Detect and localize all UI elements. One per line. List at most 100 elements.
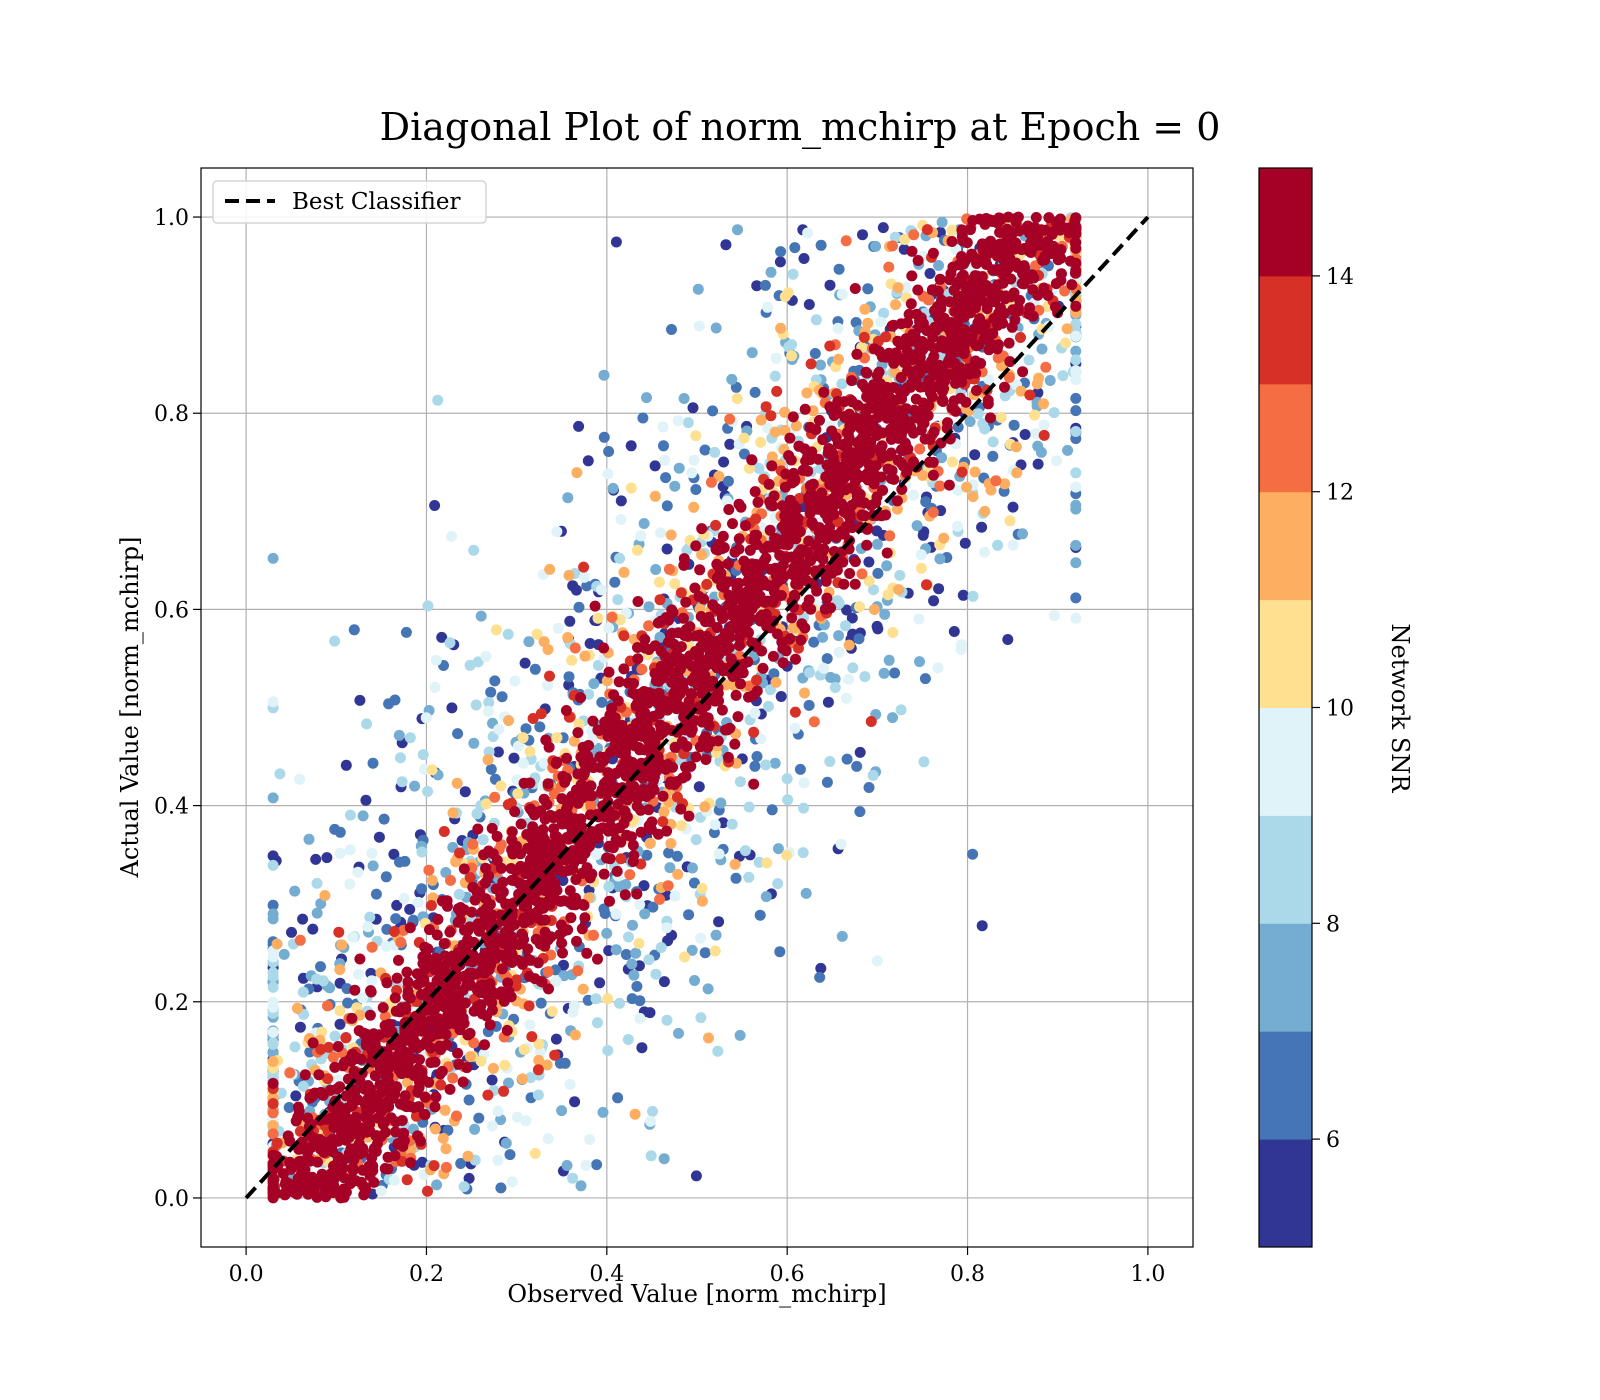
scatter-point	[1030, 240, 1041, 252]
scatter-point	[894, 386, 906, 398]
scatter-point	[632, 642, 643, 653]
scatter-point	[475, 1055, 487, 1067]
scatter-point	[572, 727, 584, 739]
scatter-point	[329, 823, 341, 835]
scatter-point	[571, 467, 583, 479]
scatter-point	[625, 482, 637, 494]
scatter-point	[612, 1092, 624, 1104]
scatter-point	[886, 465, 898, 477]
scatter-point	[826, 425, 838, 437]
scatter-point	[352, 866, 364, 878]
scatter-point	[734, 1029, 746, 1041]
scatter-point	[444, 926, 456, 938]
scatter-point	[348, 624, 360, 636]
scatter-point	[429, 964, 441, 976]
scatter-point	[357, 992, 369, 1004]
scatter-point	[598, 369, 610, 381]
scatter-point	[938, 532, 950, 544]
scatter-point	[399, 855, 411, 867]
scatter-point	[437, 996, 449, 1008]
scatter-point	[562, 632, 574, 643]
scatter-point	[722, 475, 734, 487]
scatter-point	[633, 938, 645, 949]
scatter-point	[322, 1073, 334, 1085]
scatter-point	[863, 782, 875, 793]
scatter-point	[786, 350, 798, 362]
scatter-point	[775, 590, 787, 601]
scatter-point	[422, 600, 434, 612]
scatter-point	[699, 444, 711, 456]
scatter-point	[1070, 467, 1082, 479]
scatter-point	[575, 692, 587, 704]
scatter-point	[686, 944, 698, 956]
scatter-point	[833, 263, 845, 275]
scatter-point	[607, 482, 619, 494]
scatter-point	[690, 751, 702, 763]
scatter-point	[493, 723, 505, 735]
scatter-point	[571, 935, 582, 947]
scatter-point	[821, 653, 833, 665]
scatter-point	[562, 924, 574, 936]
scatter-point	[779, 517, 791, 529]
scatter-point	[562, 798, 574, 810]
scatter-point	[824, 340, 836, 352]
scatter-point	[749, 386, 761, 398]
scatter-point	[824, 479, 836, 490]
scatter-point	[289, 885, 301, 897]
scatter-point	[425, 900, 437, 911]
scatter-point	[915, 562, 927, 574]
scatter-point	[912, 284, 924, 296]
scatter-point	[595, 584, 607, 596]
scatter-point	[267, 908, 279, 920]
scatter-point	[390, 913, 402, 925]
scatter-point	[654, 707, 666, 719]
scatter-point	[567, 1172, 579, 1184]
scatter-point	[526, 1031, 538, 1043]
scatter-point	[388, 848, 400, 860]
scatter-point	[862, 283, 874, 295]
scatter-point	[559, 1057, 571, 1069]
scatter-point	[1004, 515, 1016, 527]
scatter-point	[891, 503, 903, 515]
scatter-point	[592, 612, 604, 624]
scatter-point	[748, 726, 760, 738]
scatter-point	[690, 834, 702, 846]
scatter-point	[952, 520, 964, 532]
scatter-point	[477, 834, 489, 846]
scatter-point	[732, 224, 743, 236]
scatter-point	[657, 421, 669, 433]
scatter-point	[833, 630, 845, 642]
scatter-point	[917, 469, 928, 481]
scatter-point	[430, 952, 442, 964]
scatter-point	[464, 659, 476, 671]
scatter-point	[824, 401, 836, 413]
scatter-point	[696, 883, 708, 894]
scatter-point	[1055, 268, 1067, 280]
scatter-point	[825, 602, 837, 614]
scatter-point	[302, 1112, 314, 1124]
scatter-point	[893, 584, 905, 596]
scatter-point	[669, 480, 681, 492]
scatter-point	[786, 612, 798, 624]
scatter-point	[346, 1012, 358, 1024]
scatter-point	[774, 549, 786, 561]
scatter-point	[730, 689, 742, 701]
scatter-point	[311, 907, 323, 919]
scatter-point	[770, 352, 782, 364]
scatter-point	[805, 358, 817, 370]
scatter-point	[906, 270, 918, 282]
scatter-point	[699, 801, 711, 813]
scatter-point	[840, 692, 852, 704]
scatter-point	[1070, 426, 1082, 437]
scatter-point	[979, 218, 991, 230]
scatter-point	[321, 852, 333, 864]
scatter-point	[699, 947, 711, 959]
scatter-point	[569, 642, 581, 654]
scatter-point	[543, 894, 555, 906]
scatter-point	[501, 932, 513, 944]
scatter-point	[422, 786, 434, 797]
scatter-point	[892, 282, 904, 294]
scatter-point	[446, 530, 458, 542]
scatter-point	[581, 947, 593, 959]
scatter-point	[824, 756, 836, 767]
